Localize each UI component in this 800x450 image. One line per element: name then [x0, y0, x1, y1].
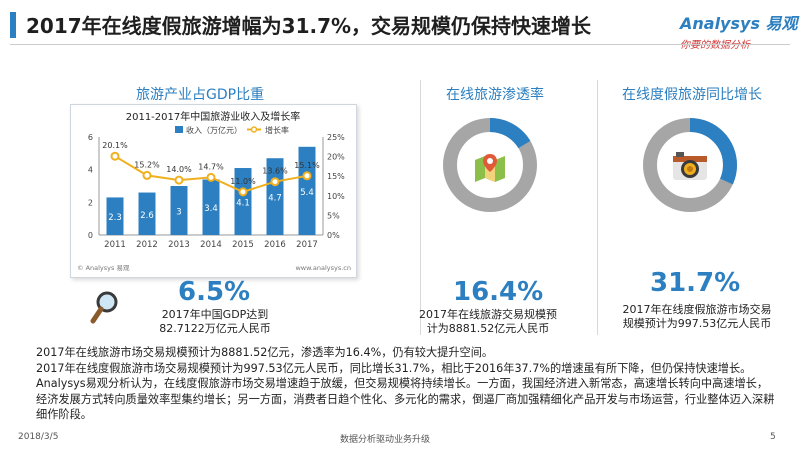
growth-rate-point — [110, 151, 120, 161]
x-tick-label: 2017 — [296, 240, 318, 250]
desc-line: 规模预计为997.53亿元人民币 — [622, 317, 772, 330]
logo-main-text: Analysys 易观 — [680, 14, 798, 33]
growth-rate-label: 13.6% — [262, 167, 288, 176]
penetration-value: 16.4% — [453, 277, 544, 307]
growth-rate-point — [302, 171, 312, 181]
desc-line: 2017年在线旅游交易规模预 — [419, 308, 557, 321]
y-right-tick-label: 0% — [327, 231, 340, 240]
chart-bar — [234, 168, 252, 235]
bar-value-label: 2.3 — [108, 213, 122, 223]
x-tick-label: 2016 — [264, 240, 286, 250]
growth-rate-point — [206, 172, 216, 182]
footer-slogan: 数据分析驱动业务升级 — [340, 435, 431, 445]
chart-watermark-right: www.analysys.cn — [295, 264, 351, 272]
growth-rate-label: 15.1% — [294, 161, 320, 170]
camera-icon — [672, 150, 708, 184]
chart-bar — [266, 158, 284, 235]
chart-title: 2011-2017年中国旅游业收入及增长率 — [126, 110, 301, 123]
x-tick-label: 2014 — [200, 240, 222, 250]
brand-logo: Analysys 易观 你要的数据分析 — [680, 10, 798, 51]
bar-value-label: 2.6 — [140, 211, 154, 221]
growth-rate-label: 14.0% — [166, 165, 192, 174]
bar-value-label: 4.7 — [268, 194, 282, 204]
chart-bar — [106, 197, 124, 235]
desc-line: 82.7122万亿元人民币 — [159, 322, 271, 335]
analysis-paragraph: 2017年在线度假旅游市场交易规模预计为997.53亿元人民币，同比增长31.7… — [36, 361, 752, 375]
desc-line: 2017年中国GDP达到 — [161, 308, 269, 321]
chart-watermark-left: © Analysys 易观 — [77, 264, 130, 272]
title-accent-bar — [10, 12, 16, 38]
footer-date: 2018/3/5 — [18, 432, 59, 442]
analysis-paragraph: Analysys易观分析认为，在线度假旅游市场交易增速趋于放缓，但交易规模将持续… — [36, 377, 775, 422]
desc-line: 计为8881.52亿元人民币 — [426, 322, 550, 335]
y-left-tick-label: 6 — [88, 133, 93, 142]
bar-value-label: 5.4 — [300, 188, 314, 198]
bar-value-label: 3 — [176, 208, 181, 218]
growth-rate-label: 11.0% — [230, 177, 256, 186]
growth-rate-point — [142, 170, 152, 180]
y-right-tick-label: 25% — [327, 133, 345, 142]
chart-bar — [298, 146, 316, 235]
revenue-chart: 2011-2017年中国旅游业收入及增长率 收入（万亿元） 增长率 0 2 4 6 0% 5% 1… — [70, 104, 357, 278]
penetration-donut — [440, 115, 540, 215]
y-left-tick-label: 2 — [88, 198, 93, 207]
growth-rate-point — [238, 187, 248, 197]
legend-bar-label: 收入（万亿元） — [186, 125, 242, 135]
legend-line-marker — [250, 126, 258, 133]
growth-rate-point — [270, 177, 280, 187]
growth-value: 31.7% — [650, 268, 741, 298]
x-tick-label: 2011 — [104, 240, 126, 250]
chart-bar — [170, 186, 188, 235]
page-number: 5 — [770, 432, 776, 442]
growth-rate-label: 14.7% — [198, 162, 224, 171]
y-right-tick-label: 20% — [327, 153, 345, 162]
column-divider — [597, 80, 598, 335]
y-right-tick-label: 10% — [327, 192, 345, 201]
bar-value-label: 3.4 — [204, 204, 218, 214]
section-title-growth: 在线度假旅游同比增长 — [622, 87, 762, 103]
analysis-paragraph: 2017年在线旅游市场交易规模预计为8881.52亿元，渗透率为16.4%，仍有… — [36, 346, 494, 359]
legend-bar-swatch — [175, 126, 183, 133]
penetration-desc: 2017年在线旅游交易规模预 计为8881.52亿元人民币 — [418, 308, 558, 336]
logo-sub-text: 你要的数据分析 — [680, 40, 750, 51]
growth-desc: 2017年在线度假旅游市场交易 规模预计为997.53亿元人民币 — [608, 303, 786, 331]
penetration-donut-fill — [443, 118, 537, 212]
y-right-tick-label: 15% — [327, 172, 345, 181]
legend-line-label: 增长率 — [265, 125, 289, 135]
gdp-share-desc: 2017年中国GDP达到 82.7122万亿元人民币 — [140, 308, 290, 336]
growth-donut-fill — [643, 118, 737, 212]
growth-rate-label: 15.2% — [134, 160, 160, 169]
page-title: 2017年在线度假旅游增幅为31.7%，交易规模仍保持快速增长 — [26, 14, 592, 38]
y-right-tick-label: 5% — [327, 211, 340, 220]
y-left-tick-label: 0 — [88, 231, 93, 240]
desc-line: 2017年在线度假旅游市场交易 — [622, 303, 772, 316]
header-divider — [10, 44, 790, 45]
bar-value-label: 4.1 — [236, 199, 250, 209]
analysis-text: 2017年在线旅游市场交易规模预计为8881.52亿元，渗透率为16.4%，仍有… — [36, 345, 776, 423]
x-tick-label: 2013 — [168, 240, 190, 250]
growth-rate-point — [174, 175, 184, 185]
x-tick-label: 2012 — [136, 240, 158, 250]
column-divider — [420, 80, 421, 335]
growth-rate-label: 20.1% — [102, 141, 128, 150]
section-title-penetration: 在线旅游渗透率 — [446, 87, 544, 103]
section-title-gdp: 旅游产业占GDP比重 — [136, 87, 265, 103]
x-tick-label: 2015 — [232, 240, 254, 250]
chart-bar — [202, 179, 220, 235]
magnifier-icon — [90, 290, 120, 328]
gdp-share-value: 6.5% — [178, 277, 251, 307]
map-pin-icon — [473, 150, 507, 184]
y-left-tick-label: 4 — [88, 166, 93, 175]
chart-bar — [138, 192, 156, 235]
growth-donut — [640, 115, 740, 215]
